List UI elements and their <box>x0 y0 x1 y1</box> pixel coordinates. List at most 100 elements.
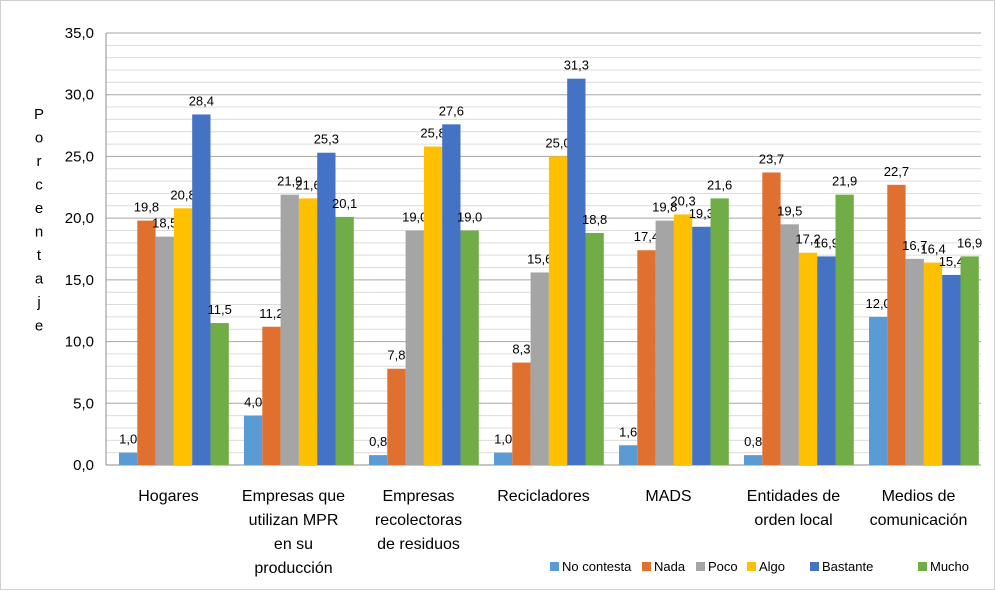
bar <box>780 224 799 465</box>
bar <box>887 184 906 465</box>
bar <box>405 230 424 465</box>
legend-label: No contesta <box>562 559 632 574</box>
bar <box>244 415 263 465</box>
bar <box>567 78 586 465</box>
bar <box>869 316 888 465</box>
y-tick-label: 30,0 <box>65 87 94 104</box>
data-label: 1,6 <box>619 424 637 439</box>
bar <box>369 455 388 465</box>
category-label: de residuos <box>377 536 460 553</box>
data-label: 18,8 <box>582 212 607 227</box>
bar <box>137 220 156 465</box>
data-label: 23,7 <box>759 151 784 166</box>
bar <box>387 368 406 465</box>
category-label: en su <box>274 536 313 553</box>
data-label: 21,9 <box>277 174 302 189</box>
bar <box>442 124 461 465</box>
data-label: 1,0 <box>494 432 512 447</box>
data-label: 25,3 <box>314 132 339 147</box>
bar <box>119 452 138 465</box>
y-axis-label-letter: e <box>35 318 43 335</box>
category-label: producción <box>254 560 332 577</box>
y-axis-label-letter: a <box>35 271 44 288</box>
category-label: orden local <box>754 512 832 529</box>
data-label: 16,7 <box>902 238 927 253</box>
bar <box>280 194 299 466</box>
bar <box>619 445 638 465</box>
bar <box>494 452 513 465</box>
category-label: Hogares <box>138 488 198 505</box>
data-label: 22,7 <box>884 164 909 179</box>
data-label: 12,0 <box>865 296 890 311</box>
data-label: 31,3 <box>564 58 589 73</box>
category-label: utilizan MPR <box>249 512 339 529</box>
legend-label: Bastante <box>822 559 873 574</box>
bar <box>655 220 674 465</box>
legend-swatch <box>642 562 651 571</box>
y-axis-label-letter: t <box>37 247 42 264</box>
data-label: 21,6 <box>707 177 732 192</box>
legend-label: Algo <box>759 559 785 574</box>
y-tick-label: 20,0 <box>65 210 94 227</box>
y-axis-label-letter: c <box>35 177 43 194</box>
bar <box>298 198 318 465</box>
y-axis-label-letter: n <box>35 224 43 241</box>
data-label: 16,9 <box>814 235 839 250</box>
data-label: 20,1 <box>332 196 357 211</box>
y-tick-label: 15,0 <box>65 272 94 289</box>
data-label: 4,0 <box>244 395 262 410</box>
data-label: 17,2 <box>795 232 820 247</box>
legend-label: Nada <box>654 559 686 574</box>
y-axis-label-letter: j <box>36 294 40 311</box>
category-label: Empresas <box>382 488 454 505</box>
bar <box>173 208 193 466</box>
data-label: 28,4 <box>189 93 214 108</box>
data-label: 27,6 <box>439 103 464 118</box>
y-tick-label: 0,0 <box>73 457 94 474</box>
data-label: 21,6 <box>295 177 320 192</box>
data-label: 17,4 <box>634 229 659 244</box>
data-label: 20,3 <box>670 193 695 208</box>
bar <box>942 274 961 465</box>
category-label: Entidades de <box>747 488 841 505</box>
data-label: 11,2 <box>259 306 283 321</box>
legend-label: Poco <box>708 559 738 574</box>
legend-swatch <box>918 562 927 571</box>
y-axis-label-letter: r <box>37 153 42 170</box>
legend-swatch <box>810 562 819 571</box>
data-label: 8,3 <box>512 342 530 357</box>
y-tick-label: 5,0 <box>73 395 94 412</box>
y-axis-label-letter: P <box>34 106 44 123</box>
bar <box>960 256 979 465</box>
data-label: 19,8 <box>652 200 677 215</box>
data-label: 18,5 <box>152 216 177 231</box>
category-label: Recicladores <box>497 488 589 505</box>
data-label: 20,8 <box>170 187 195 202</box>
bar <box>317 152 336 465</box>
bar <box>692 226 711 465</box>
data-label: 11,5 <box>207 302 231 317</box>
legend-swatch <box>696 562 705 571</box>
data-label: 19,5 <box>777 203 802 218</box>
category-label: recolectoras <box>375 512 462 529</box>
data-label: 21,9 <box>832 174 857 189</box>
bar <box>673 214 693 465</box>
data-label: 15,4 <box>939 254 964 269</box>
bar <box>548 156 568 465</box>
data-label: 19,0 <box>457 209 482 224</box>
data-label: 15,6 <box>527 251 552 266</box>
bar <box>530 272 549 465</box>
legend-label: Mucho <box>930 559 969 574</box>
bar <box>155 236 174 465</box>
data-label: 16,4 <box>920 242 945 257</box>
bar <box>460 230 479 465</box>
category-label: MADS <box>645 488 691 505</box>
bar <box>835 194 854 466</box>
data-label: 19,8 <box>134 200 159 215</box>
data-label: 25,8 <box>420 126 445 141</box>
bar <box>210 323 229 465</box>
bar <box>423 146 443 465</box>
data-label: 25,0 <box>545 135 570 150</box>
